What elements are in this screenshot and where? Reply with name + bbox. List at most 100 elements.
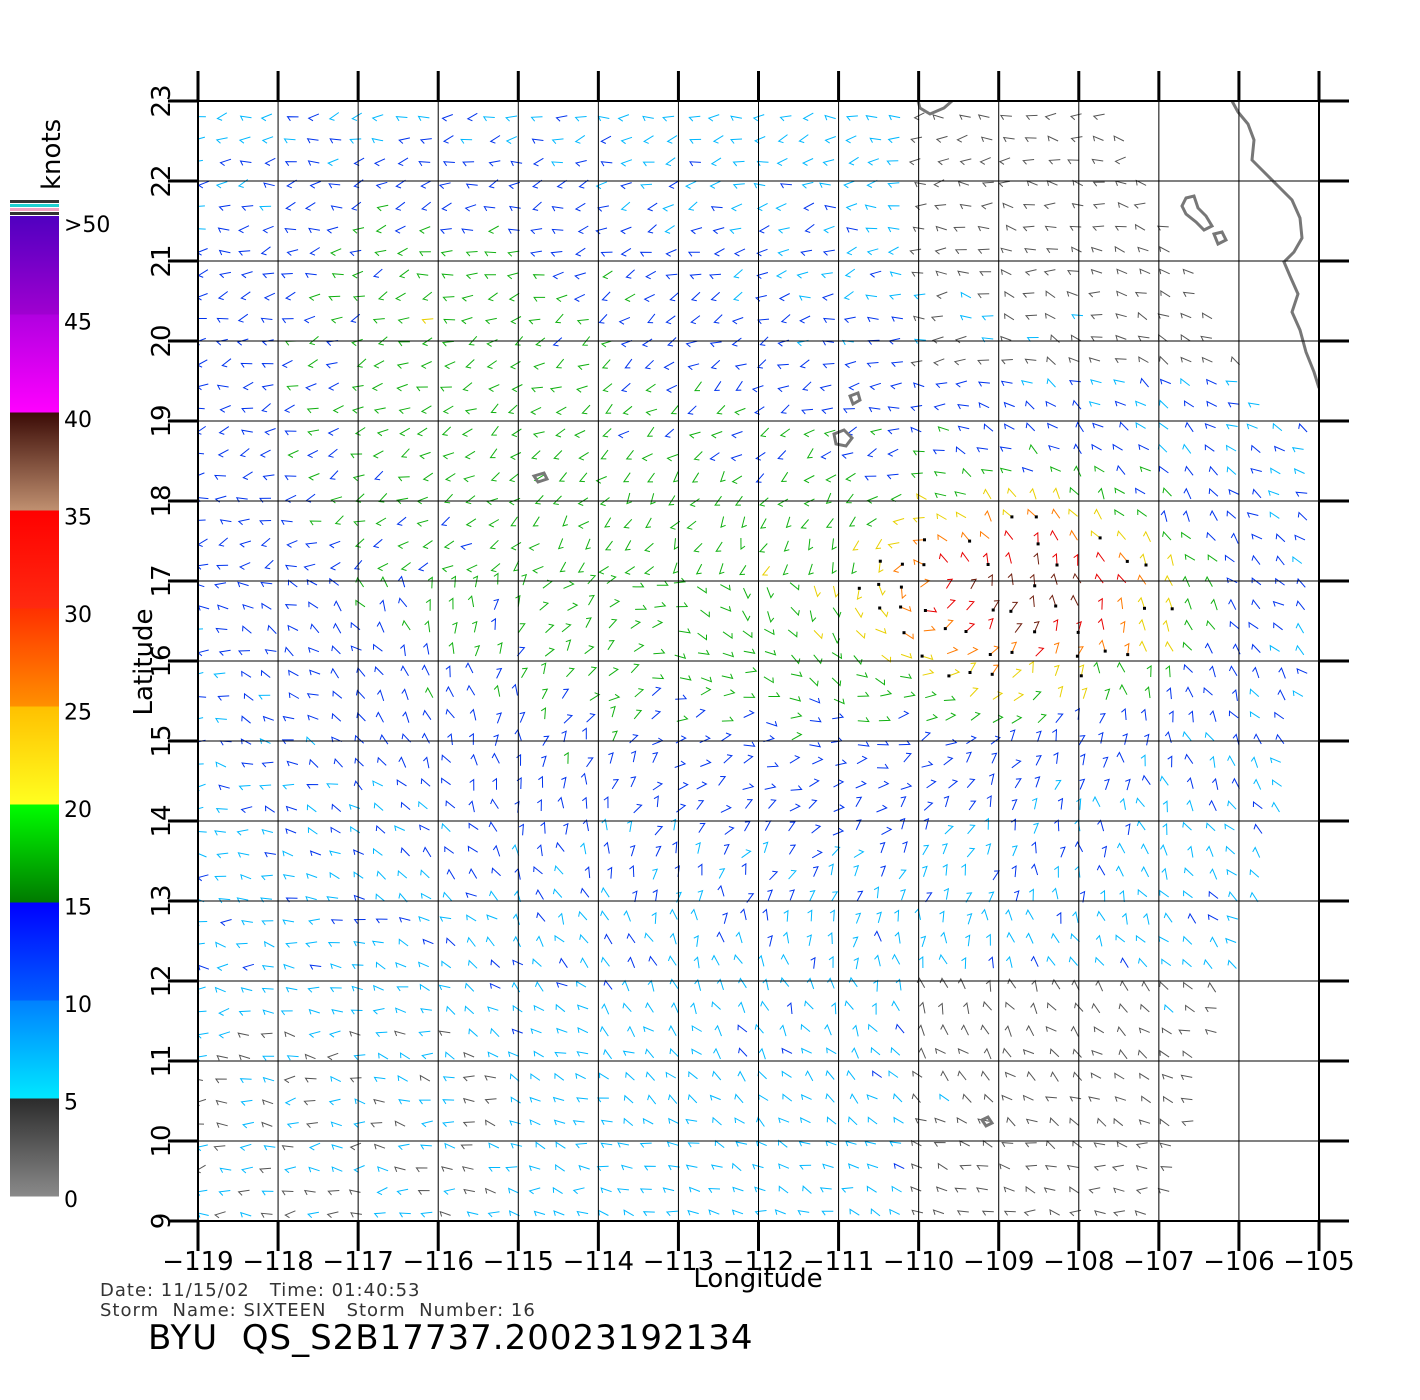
wind-barb xyxy=(869,270,882,278)
wind-barb xyxy=(541,755,547,767)
wind-barb xyxy=(1025,1024,1035,1037)
wind-barb xyxy=(421,1052,434,1060)
wind-barb xyxy=(937,1162,948,1171)
wind-barb xyxy=(1048,159,1061,165)
wind-barb xyxy=(349,1142,362,1151)
wind-barb xyxy=(977,1118,989,1124)
wind-barb xyxy=(421,337,433,347)
wind-barb xyxy=(824,204,836,211)
wind-barb xyxy=(371,940,384,946)
wind-barb xyxy=(545,623,555,634)
wind-barb xyxy=(306,872,318,879)
wind-barb xyxy=(423,642,430,655)
wind-barb xyxy=(648,955,658,966)
wind-barb xyxy=(575,247,586,257)
wind-barb xyxy=(1024,358,1037,364)
wind-barb xyxy=(892,518,905,526)
wind-barb xyxy=(662,204,674,212)
longitude-tick-label: −111 xyxy=(803,1247,874,1277)
longitude-tick-label: −117 xyxy=(322,1247,393,1277)
wind-barb xyxy=(306,783,319,789)
wind-barb xyxy=(286,1055,299,1061)
wind-barb xyxy=(652,889,658,902)
wind-barb xyxy=(488,160,501,167)
wind-barb xyxy=(439,228,452,234)
wind-barb xyxy=(554,865,564,875)
wind-barb xyxy=(806,934,812,946)
wind-barb xyxy=(1143,912,1150,925)
wind-barb xyxy=(620,382,631,393)
wind-barb xyxy=(419,824,430,831)
wind-barb xyxy=(214,474,227,480)
wind-barb xyxy=(652,674,665,680)
wind-barb xyxy=(219,271,231,279)
wind-barb xyxy=(960,1024,969,1036)
wind-barb xyxy=(468,822,479,831)
latitude-tick-label: 9 xyxy=(147,1213,177,1230)
wind-barb xyxy=(259,738,271,744)
wind-barb xyxy=(700,687,712,696)
wind-barb xyxy=(1046,356,1056,365)
wind-barb xyxy=(759,427,770,438)
wind-barb xyxy=(518,823,524,836)
wind-barb xyxy=(617,1142,629,1148)
wind-barb xyxy=(1137,246,1149,253)
wind-barb xyxy=(236,338,249,346)
wind-barb xyxy=(465,662,474,674)
wind-barb xyxy=(216,338,228,346)
wind-barb xyxy=(198,942,205,945)
wind-barb xyxy=(505,1166,518,1172)
wind-barb xyxy=(1026,337,1039,342)
wind-barb xyxy=(1093,661,1101,674)
wind-barb xyxy=(446,1005,456,1015)
wind-barb xyxy=(519,711,526,723)
wind-barb xyxy=(848,156,859,166)
wind-barb xyxy=(852,1024,859,1037)
wind-barb xyxy=(679,628,691,634)
wind-barb xyxy=(1025,932,1034,944)
wind-barb xyxy=(353,1165,365,1173)
wind-barb xyxy=(969,662,977,673)
wind-barb xyxy=(732,160,745,167)
wind-barb xyxy=(327,1190,340,1196)
wind-barb xyxy=(764,628,775,636)
wind-barb xyxy=(757,954,765,967)
wind-barb xyxy=(308,293,321,301)
wind-barb xyxy=(646,202,658,212)
wind-barb xyxy=(1011,798,1018,811)
wind-barb xyxy=(802,1185,812,1194)
wind-barb xyxy=(654,825,664,836)
wind-barb xyxy=(1209,936,1219,948)
wind-barb xyxy=(1164,574,1173,586)
wind-barb xyxy=(1140,843,1149,855)
wind-barb xyxy=(669,908,678,920)
wind-barb xyxy=(797,1209,810,1216)
wind-barb xyxy=(307,646,320,653)
wind-barb xyxy=(307,113,320,122)
wind-barb xyxy=(395,292,406,302)
wind-barb xyxy=(1025,1164,1038,1171)
wind-barb xyxy=(484,251,497,257)
wind-barb xyxy=(938,553,949,563)
wind-barb xyxy=(1167,553,1174,566)
wind-barb xyxy=(876,911,882,924)
wind-barb xyxy=(1229,620,1240,630)
wind-barb xyxy=(1114,1096,1127,1102)
y-axis-label: Latitude xyxy=(129,608,159,715)
wind-barb xyxy=(282,874,295,880)
wind-barb xyxy=(1227,402,1240,408)
rain-flag-dot xyxy=(1170,607,1174,611)
wind-barb xyxy=(1001,1142,1014,1148)
wind-barb xyxy=(717,884,725,897)
wind-barb xyxy=(933,471,946,477)
wind-barb xyxy=(865,115,878,121)
wind-barb xyxy=(1159,355,1169,365)
wind-barb xyxy=(1099,712,1106,724)
wind-barb xyxy=(1135,421,1146,429)
wind-barb xyxy=(603,841,610,854)
wind-barb xyxy=(198,1144,208,1152)
wind-barb xyxy=(685,1164,698,1170)
wind-barb xyxy=(887,226,900,233)
wind-barb xyxy=(1178,1029,1191,1035)
wind-barb xyxy=(351,406,364,414)
